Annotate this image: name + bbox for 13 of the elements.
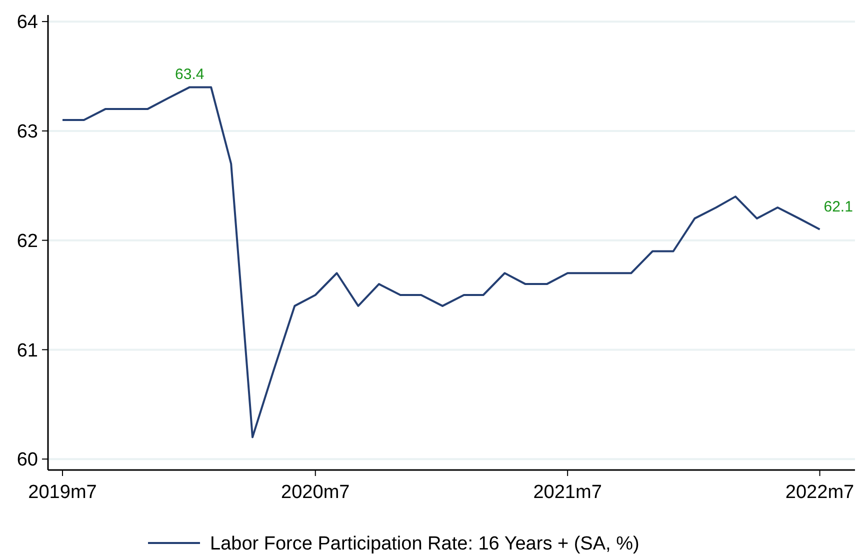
y-tick-label: 62 xyxy=(16,230,38,252)
line-series xyxy=(62,86,821,438)
x-tick-label: 2019m7 xyxy=(28,482,97,503)
x-tick-label: 2020m7 xyxy=(281,482,350,503)
legend-label: Labor Force Participation Rate: 16 Years + (SA, %) xyxy=(210,534,640,555)
y-tick-label: 63 xyxy=(16,122,38,143)
x-tick-label: 2021m7 xyxy=(533,482,602,503)
y-tick-label: 61 xyxy=(16,340,38,362)
annotation: 62.1 xyxy=(824,198,853,216)
y-tick-label: 64 xyxy=(16,12,38,34)
x-tick-label: 2022m7 xyxy=(785,482,854,503)
y-tick-label: 60 xyxy=(16,450,38,471)
annotation: 63.4 xyxy=(175,66,204,84)
